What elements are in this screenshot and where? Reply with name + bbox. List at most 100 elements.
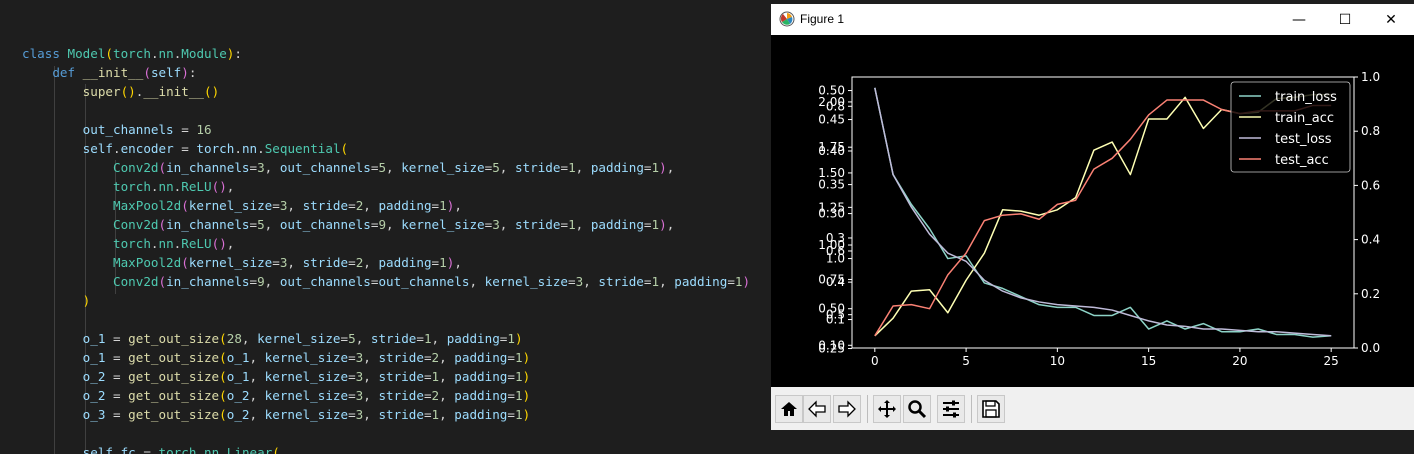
code-token: = <box>423 388 432 403</box>
code-token: stride <box>302 198 349 213</box>
code-token: , <box>431 331 447 346</box>
code-line: MaxPool2d(kernel_size=3, stride=2, paddi… <box>22 196 462 215</box>
code-token: , <box>386 217 402 232</box>
forward-button[interactable] <box>833 395 861 423</box>
code-token: out_channels <box>22 122 174 137</box>
code-token: = <box>560 160 569 175</box>
zoom-button[interactable] <box>903 395 931 423</box>
window-title: Figure 1 <box>800 12 845 26</box>
x-tick-label: 0 <box>871 354 879 368</box>
code-token: () <box>120 84 136 99</box>
maximize-button[interactable]: ☐ <box>1338 11 1352 28</box>
figure-window[interactable]: Figure 1 — ☐ ✕ 0 5 10 15 20 25 0.0 0.2 0.4 0.6 0.8… <box>771 4 1414 430</box>
code-token: = <box>348 255 356 270</box>
code-token: out_channels <box>279 217 371 232</box>
code-line: MaxPool2d(kernel_size=3, stride=2, paddi… <box>22 253 462 272</box>
code-token: = <box>105 369 129 384</box>
close-button[interactable]: ✕ <box>1385 11 1397 28</box>
code-line: torch.nn.ReLU(), <box>22 177 234 196</box>
code-token: ( <box>219 331 227 346</box>
series-line-train_loss <box>874 87 1332 338</box>
code-token: , <box>249 407 265 422</box>
code-token: ( <box>219 407 227 422</box>
back-button[interactable] <box>803 395 831 423</box>
code-token: padding <box>446 331 500 346</box>
code-token: ) <box>446 198 455 213</box>
code-token: 1 <box>651 274 660 289</box>
code-token: kernel_size <box>264 407 349 422</box>
code-token: o_2 <box>226 388 250 403</box>
code-token: torch <box>22 236 151 251</box>
code-token: , <box>575 217 591 232</box>
configure-subplots-button[interactable] <box>937 395 965 423</box>
code-token: : <box>234 46 242 61</box>
code-token: . <box>150 179 159 194</box>
code-token: o_1 <box>226 350 250 365</box>
code-token: = <box>348 369 356 384</box>
code-line: ) <box>22 291 91 310</box>
x-tick-label: 5 <box>962 354 970 368</box>
code-line: o_2 = get_out_size(o_2, kernel_size=3, s… <box>22 386 531 405</box>
code-editor[interactable]: class Model(torch.nn.Module): def __init… <box>0 0 771 454</box>
code-token: stride <box>378 407 424 422</box>
indent-guide <box>115 160 116 294</box>
save-button[interactable] <box>977 395 1005 423</box>
code-token: stride <box>514 160 561 175</box>
code-token: padding <box>454 407 508 422</box>
code-token: = <box>348 407 356 422</box>
code-token: 3 <box>257 160 265 175</box>
code-token: kernel_size <box>264 388 349 403</box>
left-y-tick-label: 0.10 <box>818 338 845 352</box>
code-token: stride <box>370 331 417 346</box>
code-token: nn <box>158 236 174 251</box>
code-token: stride <box>378 369 424 384</box>
code-token: stride <box>378 388 424 403</box>
code-token: stride <box>378 350 424 365</box>
code-token: , <box>659 274 675 289</box>
right-y-tick-label: 1.0 <box>1361 70 1380 84</box>
code-token: ) <box>514 331 523 346</box>
right-y-tick-label: 0.6 <box>1361 178 1380 192</box>
code-token: = <box>348 198 356 213</box>
code-token: nn <box>204 445 220 454</box>
left-y-tick-label: 0.50 <box>818 84 845 98</box>
code-line: super().__init__() <box>22 82 220 101</box>
code-token: ) <box>522 369 531 384</box>
code-token: , <box>241 331 258 346</box>
code-token: padding <box>454 369 508 384</box>
code-token: get_out_size <box>128 350 220 365</box>
home-button[interactable] <box>775 395 803 423</box>
code-token: 1 <box>439 255 447 270</box>
code-line: torch.nn.ReLU(), <box>22 234 234 253</box>
code-token: kernel_size <box>188 198 273 213</box>
left-y-tick-label: 1.00 <box>818 238 845 252</box>
figure-canvas[interactable]: 0 5 10 15 20 25 0.0 0.2 0.4 0.6 0.8 1.0 0.50 2.00 0.8 0… <box>771 35 1414 387</box>
code-token: 1 <box>651 160 660 175</box>
minimize-button[interactable]: — <box>1292 11 1306 28</box>
code-token: o_2 <box>226 407 250 422</box>
toolbar-separator <box>867 395 868 423</box>
code-token: . <box>173 236 182 251</box>
code-token: in_channels <box>166 274 250 289</box>
forward-arrow-icon <box>838 400 856 418</box>
code-token: 1 <box>514 388 523 403</box>
code-token: encoder <box>120 141 174 156</box>
code-token: self <box>22 141 113 156</box>
pan-button[interactable] <box>873 395 901 423</box>
code-token: Linear <box>226 445 273 454</box>
code-token: o_3 <box>22 407 106 422</box>
code-token: 3 <box>575 274 584 289</box>
code-token: o_1 <box>22 331 106 346</box>
code-token: kernel_size <box>264 350 349 365</box>
code-line: def __init__(self): <box>22 63 196 82</box>
x-tick-label: 25 <box>1324 354 1339 368</box>
code-token: , <box>363 388 379 403</box>
code-token: () <box>204 84 220 99</box>
line-chart: 0 5 10 15 20 250.00.20.40.60.81.00.502.000.80… <box>818 70 1380 368</box>
title-bar[interactable]: Figure 1 — ☐ ✕ <box>771 4 1414 35</box>
code-token: , <box>264 160 280 175</box>
legend-label: train_loss <box>1275 90 1337 105</box>
code-token: , <box>355 331 371 346</box>
series-line-test_loss <box>874 87 1332 337</box>
code-token: = <box>416 331 424 346</box>
